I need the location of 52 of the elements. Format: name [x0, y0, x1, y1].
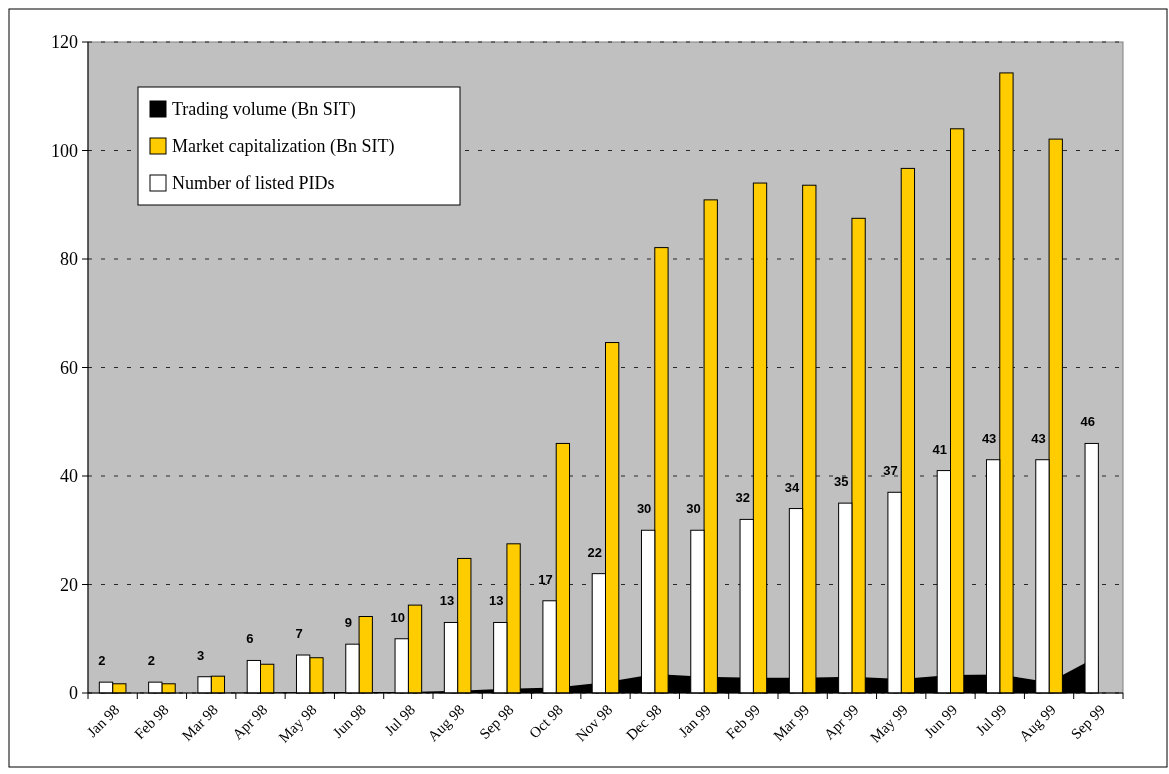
x-tick-label: Jan 99 [675, 701, 714, 741]
x-tick-label: Sep 99 [1067, 701, 1109, 742]
data-label: 34 [784, 479, 800, 495]
data-label: 30 [686, 501, 701, 517]
y-tick-label: 40 [60, 466, 78, 487]
data-label: 41 [932, 441, 948, 457]
x-tick-label: Aug 99 [1016, 701, 1059, 745]
x-tick-label: Apr 98 [229, 701, 271, 743]
data-label: 9 [344, 615, 353, 631]
y-tick-label: 0 [69, 683, 78, 704]
data-label: 6 [246, 631, 254, 647]
data-label: 10 [390, 609, 405, 625]
legend-label: Trading volume (Bn SIT) [172, 99, 356, 121]
x-tick-label: Feb 99 [722, 701, 764, 742]
data-label: 43 [981, 430, 997, 446]
x-tick-label: Nov 98 [572, 701, 616, 745]
y-tick-label: 80 [60, 249, 78, 270]
x-tick-label: Dec 98 [622, 701, 665, 744]
data-label: 7 [295, 626, 303, 642]
x-tick-label: Oct 98 [526, 701, 567, 742]
x-tick-label: Mar 98 [178, 701, 222, 744]
x-tick-label: Aug 98 [424, 701, 468, 745]
y-tick-label: 120 [51, 32, 78, 53]
x-tick-label: Apr 99 [820, 701, 862, 743]
data-label: 13 [489, 593, 504, 609]
legend-label: Number of listed PIDs [172, 173, 335, 194]
data-label: 43 [1031, 430, 1046, 446]
data-label: 32 [735, 490, 750, 506]
data-label: 30 [636, 501, 652, 517]
data-label: 2 [147, 653, 155, 669]
x-tick-label: Jul 98 [381, 701, 419, 739]
y-tick-label: 20 [60, 574, 78, 595]
legend-label: Market capitalization (Bn SIT) [172, 136, 395, 158]
data-label: 46 [1080, 414, 1095, 430]
x-tick-label: Jul 99 [972, 701, 1010, 739]
data-label: 35 [834, 474, 849, 490]
data-label: 22 [587, 544, 603, 560]
data-label: 17 [538, 571, 553, 587]
y-tick-label: 60 [60, 357, 78, 378]
x-tick-label: Mar 99 [770, 701, 813, 744]
x-tick-label: Sep 98 [476, 701, 517, 742]
data-label: 2 [98, 653, 106, 669]
x-tick-label: May 98 [275, 701, 320, 746]
data-label: 3 [196, 647, 205, 663]
x-tick-label: May 99 [867, 701, 912, 746]
data-label: 37 [883, 463, 898, 479]
x-tick-label: Jun 98 [329, 701, 369, 741]
x-tick-label: Jan 98 [83, 701, 123, 741]
data-label: 13 [439, 593, 455, 609]
x-tick-label: Jun 99 [921, 701, 961, 741]
x-tick-label: Feb 98 [131, 701, 172, 742]
y-tick-label: 100 [51, 140, 78, 161]
